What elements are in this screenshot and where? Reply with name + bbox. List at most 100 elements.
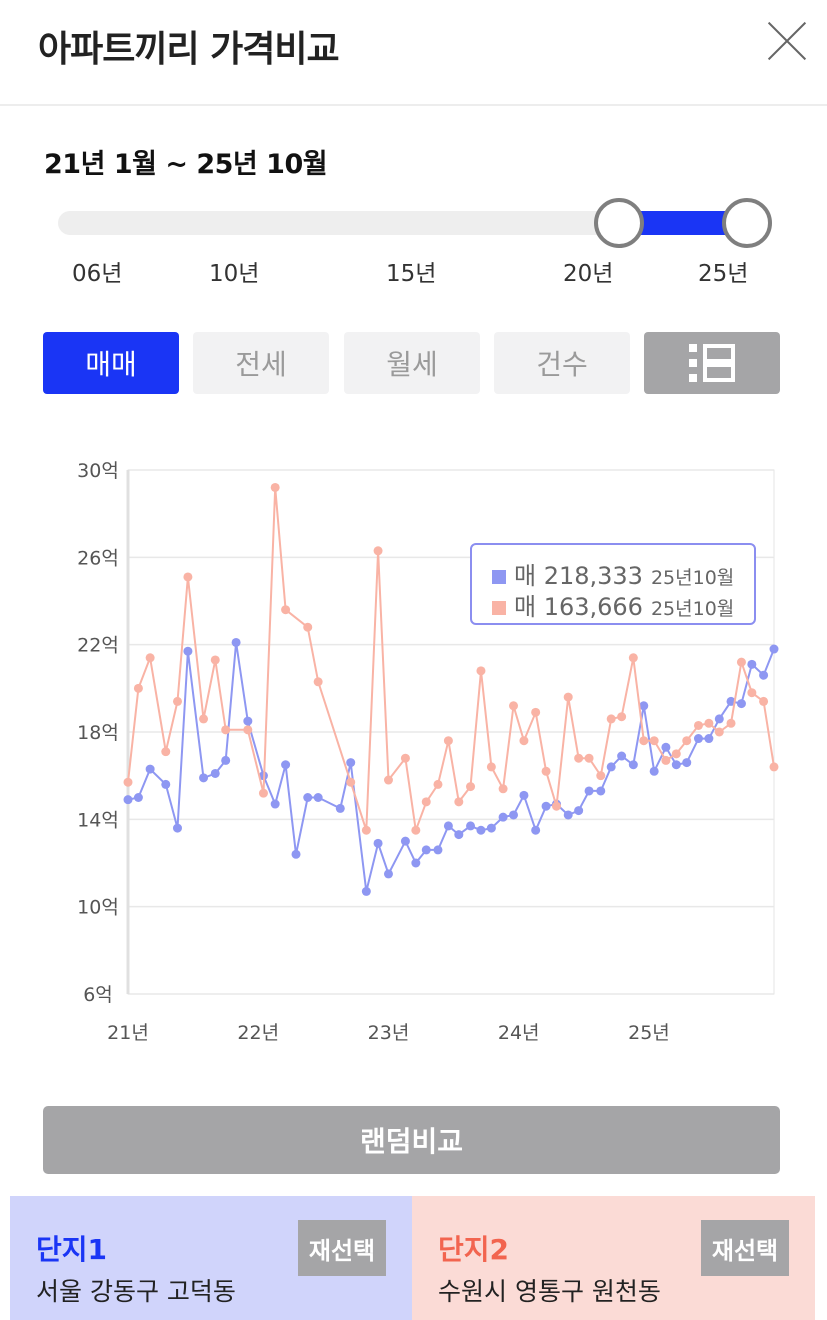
data-point [682, 736, 692, 746]
complex1-label: 단지1 [36, 1233, 108, 1266]
data-point [421, 845, 431, 855]
data-point [541, 766, 551, 776]
data-point [661, 755, 671, 765]
data-point [383, 775, 393, 785]
data-point [563, 692, 573, 702]
complex1-panel: 단지1 서울 강동구 고덕동 재선택 [10, 1196, 412, 1320]
data-point [172, 823, 182, 833]
data-point [596, 771, 606, 781]
data-point [726, 718, 736, 728]
data-point [747, 688, 757, 698]
data-point [671, 760, 681, 770]
data-point [373, 838, 383, 848]
range-end-handle[interactable] [722, 198, 772, 248]
y-tick-label: 26억 [77, 547, 119, 569]
data-point [574, 753, 584, 763]
data-point [519, 736, 529, 746]
random-compare-button[interactable]: 랜덤비교 [43, 1106, 780, 1174]
page-title: 아파트끼리 가격비교 [38, 29, 340, 70]
data-point [346, 758, 356, 768]
data-point [486, 823, 496, 833]
legend-value: 매 218,333 [514, 562, 643, 590]
data-point [443, 821, 453, 831]
x-tick-label: 21년 [107, 1022, 149, 1044]
tab-jeonse[interactable]: 전세 [193, 332, 329, 394]
data-point [133, 683, 143, 693]
date-range-label: 21년 1월 ~ 25년 10월 [44, 149, 328, 180]
tab-list-view[interactable] [644, 332, 780, 394]
data-point [596, 786, 606, 796]
data-point [628, 653, 638, 663]
data-point [221, 755, 231, 765]
data-point [411, 858, 421, 868]
legend-swatch [492, 601, 506, 615]
data-point [383, 869, 393, 879]
complex2-reselect-button[interactable]: 재선택 [701, 1220, 789, 1276]
data-point [476, 825, 486, 835]
data-point [584, 753, 594, 763]
data-point [123, 795, 133, 805]
legend-row-complex1: 매 218,333 25년10월 [492, 556, 734, 590]
data-point [313, 677, 323, 687]
data-point [303, 793, 313, 802]
data-point [628, 760, 638, 770]
data-point [335, 803, 345, 813]
data-point [270, 482, 280, 492]
data-point [243, 716, 253, 726]
data-point [584, 786, 594, 796]
data-point [361, 886, 371, 896]
data-point [714, 727, 724, 737]
data-point [291, 849, 301, 859]
data-point [199, 773, 209, 783]
data-point [231, 637, 241, 647]
data-point [466, 821, 476, 831]
tab-monthly-rent[interactable]: 월세 [344, 332, 480, 394]
tab-sale[interactable]: 매매 [43, 332, 179, 394]
data-point [373, 546, 383, 556]
data-point [183, 572, 193, 582]
x-tick-label: 25년 [628, 1022, 670, 1044]
data-point [509, 701, 519, 711]
range-start-handle[interactable] [594, 198, 644, 248]
data-point [759, 670, 769, 680]
data-point [466, 782, 476, 792]
data-point [747, 659, 757, 669]
data-point [172, 696, 182, 706]
data-point [210, 655, 220, 665]
y-tick-label: 18억 [77, 722, 119, 744]
data-point [606, 714, 616, 724]
data-point [123, 777, 133, 787]
data-point [421, 797, 431, 807]
data-point [639, 701, 649, 711]
data-point [769, 762, 779, 772]
slider-tick-label: 20년 [563, 261, 614, 287]
data-point [693, 734, 703, 744]
y-tick-label: 14억 [77, 809, 119, 831]
legend-swatch [492, 570, 506, 584]
data-point [693, 720, 703, 730]
data-point [400, 836, 410, 846]
data-point [411, 825, 421, 835]
close-icon[interactable] [764, 18, 810, 64]
tab-count[interactable]: 건수 [494, 332, 630, 394]
slider-tick-label: 25년 [698, 261, 749, 287]
y-tick-label: 6억 [83, 984, 113, 1006]
legend-date: 25년10월 [650, 567, 735, 589]
y-tick-label: 10억 [77, 897, 119, 919]
x-tick-label: 23년 [368, 1022, 410, 1044]
legend-date: 25년10월 [650, 598, 735, 620]
y-tick-label: 30억 [77, 460, 119, 482]
data-point [736, 699, 746, 709]
data-point [769, 644, 779, 654]
data-point [361, 825, 371, 835]
complex1-reselect-button[interactable]: 재선택 [298, 1220, 386, 1276]
data-point [682, 758, 692, 768]
data-point [433, 779, 443, 789]
data-point [454, 797, 464, 807]
data-point [617, 751, 627, 761]
data-point [258, 788, 268, 798]
data-point [519, 790, 529, 800]
data-point [199, 714, 209, 724]
x-tick-label: 22년 [237, 1022, 279, 1044]
data-point [541, 801, 551, 811]
